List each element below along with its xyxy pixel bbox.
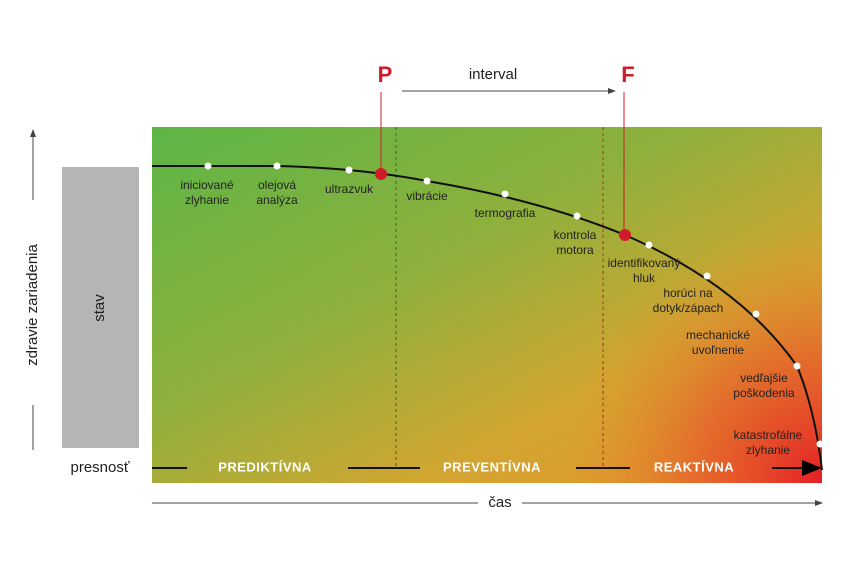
f-marker: F <box>621 62 634 87</box>
zone-red <box>152 127 822 483</box>
point-label: ultrazvuk <box>325 182 374 196</box>
check-point <box>645 241 653 249</box>
p-point <box>375 168 387 180</box>
interval-label: interval <box>469 66 517 83</box>
point-label: poškodenia <box>733 386 795 400</box>
point-label: uvoľnenie <box>692 343 745 357</box>
point-label: identifikovaný <box>608 256 681 270</box>
band-label: PREDIKTÍVNA <box>218 459 312 474</box>
check-point <box>816 440 824 448</box>
point-label: hluk <box>633 271 656 285</box>
point-label: termografia <box>475 206 536 220</box>
state-label: stav <box>91 294 108 322</box>
check-point <box>501 190 509 198</box>
point-label: vedľajšie <box>740 371 788 385</box>
check-point <box>703 272 711 280</box>
point-label: vibrácie <box>406 189 448 203</box>
x-axis-label: čas <box>488 494 511 511</box>
p-marker: P <box>378 62 393 87</box>
point-label: olejová <box>258 178 296 192</box>
check-point <box>345 166 353 174</box>
point-label: dotyk/zápach <box>653 301 724 315</box>
check-point <box>752 310 760 318</box>
state-box <box>62 167 139 448</box>
point-label: katastrofálne <box>734 428 803 442</box>
f-point <box>619 229 631 241</box>
band-label: REAKTÍVNA <box>654 459 734 474</box>
point-label: horúci na <box>663 286 713 300</box>
point-label: motora <box>556 243 594 257</box>
check-point <box>204 162 212 170</box>
point-label: iniciované <box>180 178 234 192</box>
y-axis-label: zdravie zariadenia <box>24 243 41 365</box>
point-label: zlyhanie <box>185 193 229 207</box>
check-point <box>273 162 281 170</box>
check-point <box>793 362 801 370</box>
point-label: analýza <box>256 193 298 207</box>
check-point <box>573 212 581 220</box>
point-label: zlyhanie <box>746 443 790 457</box>
band-label: PREVENTÍVNA <box>443 459 541 474</box>
accuracy-label: presnosť <box>71 459 130 476</box>
check-point <box>423 177 431 185</box>
point-label: mechanické <box>686 328 750 342</box>
point-label: kontrola <box>554 228 597 242</box>
